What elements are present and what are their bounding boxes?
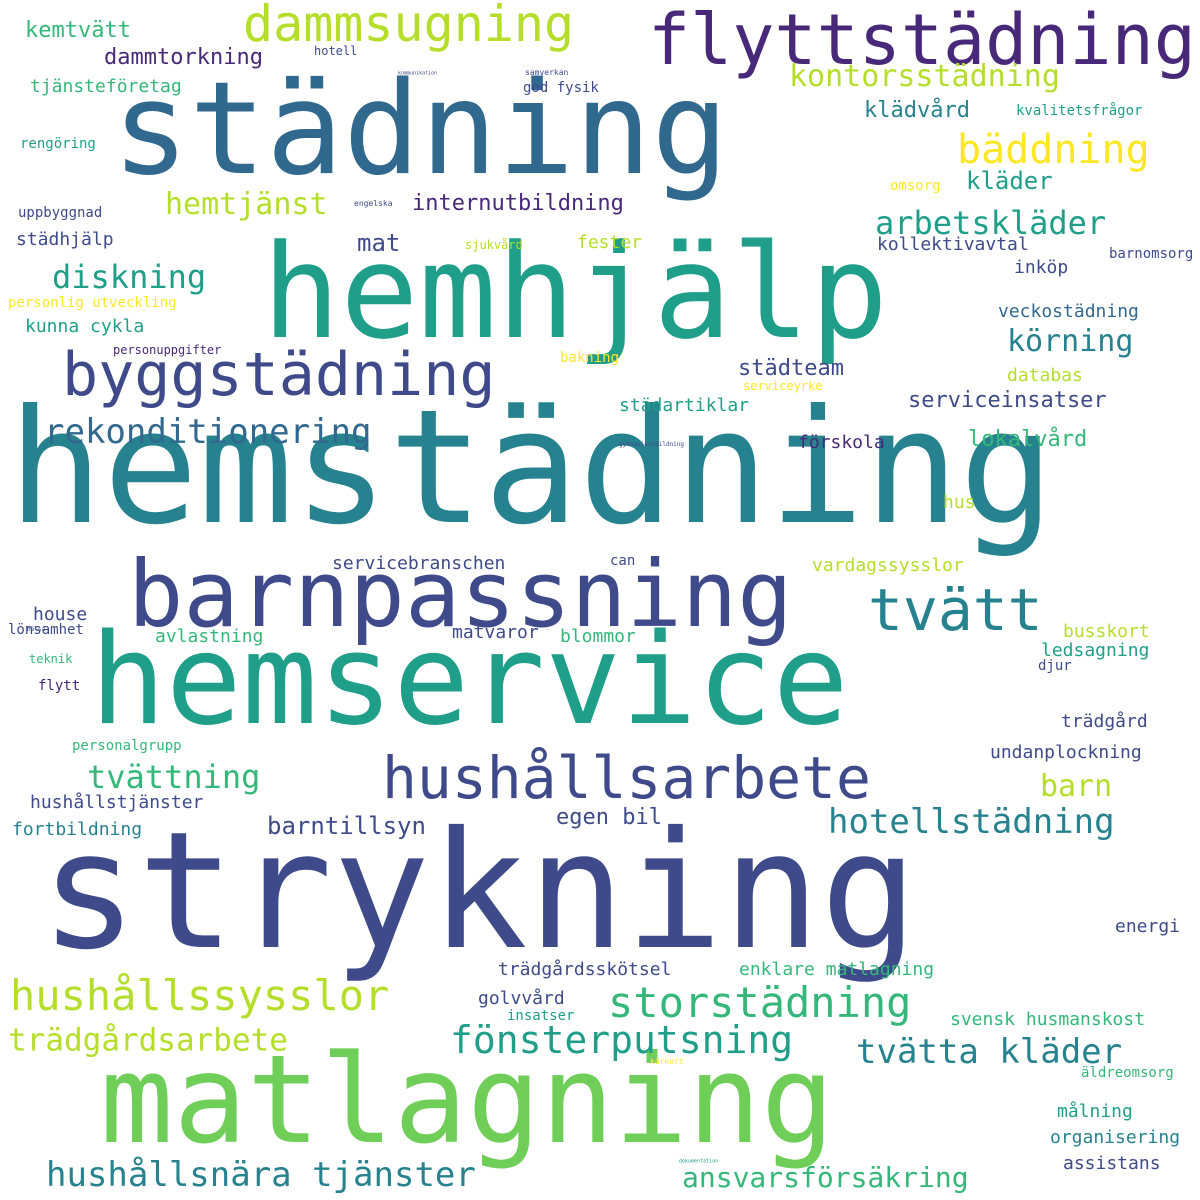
word: barnpassning bbox=[128, 541, 793, 648]
word: hälsa bbox=[27, 626, 46, 633]
word: inköp bbox=[1014, 257, 1069, 278]
word: hemstädning bbox=[8, 376, 1055, 560]
word: körkort bbox=[650, 1057, 684, 1066]
word: flyttstädning bbox=[648, 0, 1196, 81]
word: barntillsyn bbox=[267, 812, 426, 840]
word: barn bbox=[1040, 769, 1113, 804]
word: gymnasieutbildning bbox=[619, 441, 685, 448]
word: fortbildning bbox=[12, 819, 143, 840]
word: hus bbox=[943, 492, 976, 513]
word: teknik bbox=[29, 652, 73, 666]
word: kollektivavtal bbox=[877, 234, 1029, 255]
word: fönsterputsning bbox=[450, 1018, 794, 1062]
word: omsorg bbox=[890, 178, 941, 194]
word: äldreomsorg bbox=[1081, 1065, 1174, 1081]
word: hemtjänst bbox=[165, 187, 328, 222]
word: tvätt bbox=[868, 576, 1043, 644]
word: körning bbox=[1007, 324, 1134, 359]
word: fester bbox=[577, 232, 643, 253]
word: blommor bbox=[560, 626, 636, 647]
word: städteam bbox=[738, 356, 844, 381]
word: hemservice bbox=[90, 606, 849, 753]
word: kontorsstädning bbox=[789, 59, 1060, 94]
word: matvaror bbox=[452, 622, 539, 643]
word: golvvård bbox=[478, 988, 565, 1009]
word: lokalvård bbox=[968, 427, 1088, 452]
word: organisering bbox=[1050, 1127, 1181, 1148]
word: personalgrupp bbox=[72, 738, 182, 754]
word: flytt bbox=[38, 678, 81, 694]
word: personuppgifter bbox=[113, 343, 222, 357]
word: hushållssysslor bbox=[10, 971, 390, 1020]
word: personlig utveckling bbox=[8, 295, 177, 311]
word: matlagning bbox=[100, 1029, 835, 1171]
word: städning bbox=[112, 55, 729, 204]
word: städartiklar bbox=[619, 395, 750, 416]
word: tjänsteföretag bbox=[30, 76, 182, 97]
word: trädgård bbox=[1061, 711, 1148, 732]
word: djur bbox=[1038, 658, 1072, 674]
word: svensk husmanskost bbox=[950, 1009, 1146, 1030]
word: house bbox=[33, 604, 88, 625]
word: städhjälp bbox=[16, 229, 114, 250]
word: engelska bbox=[354, 199, 393, 208]
word: vardagssysslor bbox=[812, 555, 964, 576]
word: bäddning bbox=[957, 127, 1150, 173]
word: veckostädning bbox=[998, 301, 1139, 322]
word: databas bbox=[1007, 365, 1083, 386]
word: strykning bbox=[40, 798, 918, 986]
word: trädgårdsskötsel bbox=[498, 959, 672, 980]
word: kvalitetsfrågor bbox=[1016, 103, 1143, 119]
word: hemhjälp bbox=[262, 216, 889, 368]
word: avlastning bbox=[155, 626, 264, 647]
word: storstädning bbox=[608, 978, 912, 1027]
word: serviceinsatser bbox=[908, 388, 1107, 413]
word: kemtvätt bbox=[25, 18, 131, 43]
word: tvätta kläder bbox=[856, 1032, 1123, 1072]
word: uppbyggnad bbox=[18, 205, 103, 221]
word: diskning bbox=[52, 258, 207, 296]
word: assistans bbox=[1063, 1153, 1161, 1174]
word: egen bil bbox=[556, 805, 662, 830]
word: arbetskläder bbox=[875, 204, 1107, 242]
word: kunna cykla bbox=[25, 316, 145, 337]
word: dammtorkning bbox=[104, 45, 263, 70]
word: god fysik bbox=[523, 80, 599, 96]
word: tvättning bbox=[87, 758, 261, 796]
word: insatser bbox=[507, 1008, 575, 1024]
word: samverkan bbox=[525, 68, 569, 77]
word: energi bbox=[1115, 916, 1181, 937]
word: trädgårdsarbete bbox=[8, 1022, 288, 1059]
word: hushållstjänster bbox=[30, 792, 204, 813]
word: dammsugning bbox=[243, 0, 575, 53]
word: servicebranschen bbox=[332, 553, 506, 574]
word: busskort bbox=[1063, 621, 1150, 642]
word: hotellstädning bbox=[828, 802, 1115, 842]
word: kläder bbox=[966, 167, 1053, 195]
word: bakning bbox=[560, 350, 620, 366]
word: hotell bbox=[314, 44, 358, 58]
word: enklare matlagning bbox=[739, 959, 935, 980]
word: förskola bbox=[798, 432, 885, 453]
word: kommunikation bbox=[398, 70, 438, 77]
word: rengöring bbox=[20, 136, 96, 152]
word: hushållsnära tjänster bbox=[46, 1155, 476, 1195]
word: lönsamhet bbox=[8, 622, 84, 638]
word: ansvarsförsäkring bbox=[682, 1161, 969, 1194]
word: rekonditionering bbox=[44, 412, 372, 452]
word: ledsagning bbox=[1041, 640, 1150, 661]
word: internutbildning bbox=[412, 191, 624, 216]
word: dokumentation bbox=[679, 1158, 719, 1165]
word: sjukvård bbox=[465, 238, 523, 252]
word: serviceyrke bbox=[743, 379, 823, 393]
word: målning bbox=[1057, 1101, 1133, 1122]
word: hushållsarbete bbox=[382, 744, 871, 812]
word: mat bbox=[357, 229, 401, 257]
word: byggstädning bbox=[62, 340, 496, 410]
word: barnomsorg bbox=[1109, 246, 1194, 262]
word: klädvård bbox=[864, 98, 970, 123]
word: can bbox=[610, 553, 636, 569]
word: undanplockning bbox=[990, 742, 1142, 763]
